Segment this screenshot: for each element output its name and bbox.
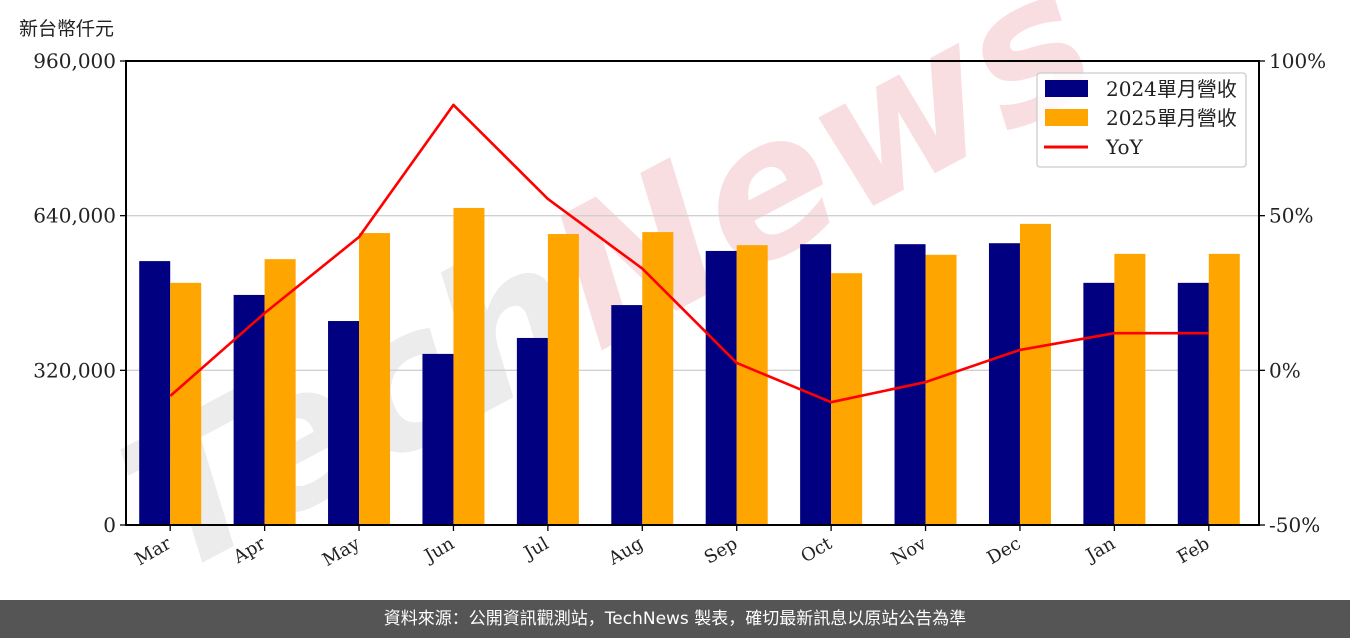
y2-tick-label: -50% xyxy=(1269,513,1320,537)
bar-sep-0 xyxy=(705,250,737,525)
legend-label: 2025單月營收 xyxy=(1106,106,1237,130)
x-tick-label: Oct xyxy=(797,533,836,568)
x-tick-label: Feb xyxy=(1174,533,1214,568)
source-footer: 資料來源：公開資訊觀測站，TechNews 製表，確切最新訊息以原站公告為準 xyxy=(0,600,1350,638)
bar-jan-1 xyxy=(1114,253,1146,525)
bar-nov-1 xyxy=(925,254,957,526)
bar-sep-1 xyxy=(736,245,768,525)
y-tick-label: 960,000 xyxy=(33,49,116,73)
legend-swatch xyxy=(1045,109,1088,126)
yoy-polyline xyxy=(169,103,1209,404)
bar-may-1 xyxy=(359,233,391,526)
bar-feb-0 xyxy=(1177,282,1209,525)
y-tick-label: 640,000 xyxy=(33,204,116,228)
x-tick-label: Nov xyxy=(888,533,931,570)
bar-apr-1 xyxy=(264,259,296,525)
bar-jun-1 xyxy=(453,207,485,525)
bar-dec-1 xyxy=(1019,223,1051,525)
legend-box xyxy=(1036,72,1247,168)
bar-oct-0 xyxy=(800,244,832,525)
bar-mar-0 xyxy=(139,261,171,525)
bar-may-0 xyxy=(328,321,360,525)
bar-mar-1 xyxy=(170,282,202,525)
y-tick-label: 0 xyxy=(103,513,116,537)
bar-dec-0 xyxy=(988,243,1020,525)
bar-apr-0 xyxy=(233,294,265,525)
bar-jul-0 xyxy=(516,337,548,525)
y-tick-label: 320,000 xyxy=(33,358,116,382)
legend-label: YoY xyxy=(1105,135,1144,159)
gridlines xyxy=(126,215,1259,371)
bar-jun-0 xyxy=(422,353,454,525)
legend-swatch xyxy=(1045,80,1088,97)
x-tick-label: Jul xyxy=(519,533,553,565)
x-tick-label: Jun xyxy=(419,533,458,568)
bar-series xyxy=(139,207,1240,526)
revenue-chart: TechNews 0320,000640,000960,000-50%0%50%… xyxy=(33,0,1326,600)
bar-aug-1 xyxy=(642,232,674,525)
y2-tick-label: 50% xyxy=(1269,204,1313,228)
y-axis-unit-label: 新台幣仟元 xyxy=(19,18,115,40)
bar-jan-0 xyxy=(1083,282,1115,525)
y2-tick-label: 100% xyxy=(1269,49,1326,73)
bar-aug-0 xyxy=(611,305,643,525)
legend-label: 2024單月營收 xyxy=(1106,77,1237,101)
yoy-line-series xyxy=(169,103,1209,404)
bar-feb-1 xyxy=(1208,253,1240,525)
legend: 2024單月營收 2025單月營收 YoY xyxy=(1036,72,1247,168)
x-tick-label: Dec xyxy=(983,533,1024,569)
y2-tick-label: 0% xyxy=(1269,358,1301,382)
x-tick-label: Jan xyxy=(1081,533,1119,567)
plot-frame xyxy=(125,60,1260,526)
x-tick-label: Sep xyxy=(701,533,741,568)
x-tick-label: Aug xyxy=(604,533,647,570)
bar-jul-1 xyxy=(547,234,579,526)
